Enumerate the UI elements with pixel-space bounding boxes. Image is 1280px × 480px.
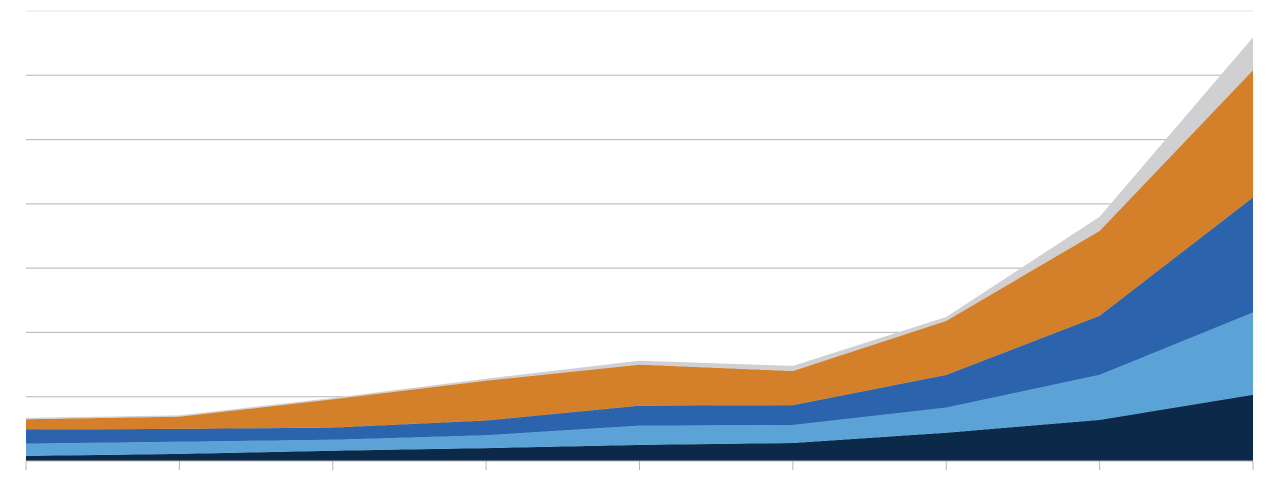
area xyxy=(26,394,1253,461)
area xyxy=(26,312,1253,456)
grid xyxy=(26,10,1253,398)
area xyxy=(26,70,1253,430)
area xyxy=(26,197,1253,444)
